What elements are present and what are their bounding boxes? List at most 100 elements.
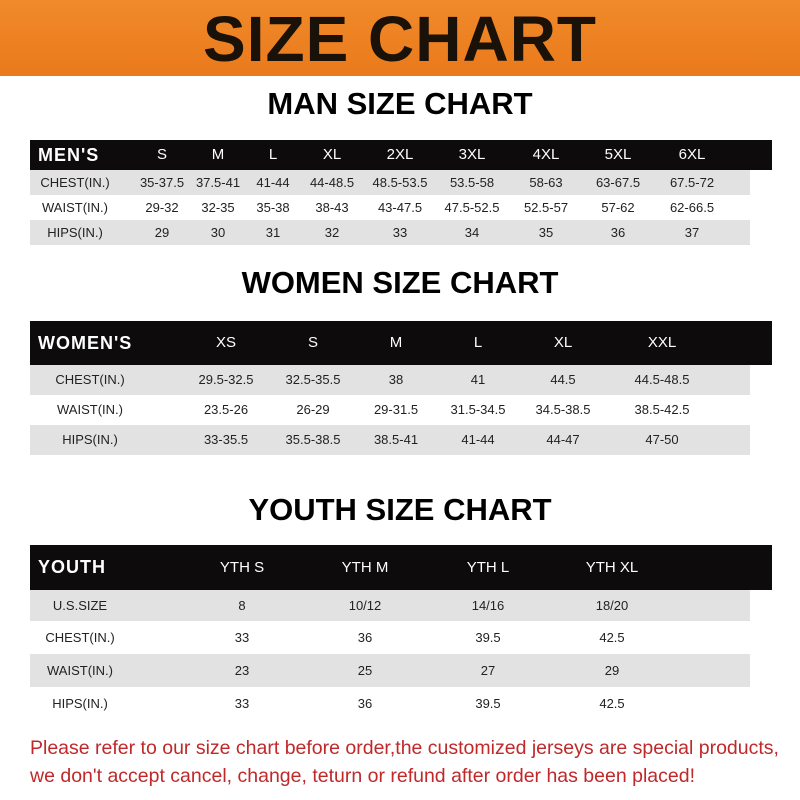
measurement-cell: 37.5-41 <box>195 175 241 190</box>
measurement-cell: 41-44 <box>461 432 495 447</box>
measurement-cell: 42.5 <box>599 696 625 711</box>
measurement-cell: 38.5-41 <box>373 432 419 447</box>
table-row: WAIST(IN.) 23.5-26 26-29 29-31.5 31.5-34.5 34… <box>30 395 750 425</box>
size-header: S <box>307 334 319 351</box>
banner: SIZE CHART <box>0 0 800 76</box>
table-row: CHEST(IN.) 33 36 39.5 42.5 <box>30 621 750 654</box>
women-table-label: WOMEN'S <box>38 333 133 353</box>
men-size-table: MEN'S S M L XL 2XL 3XL 4XL 5XL 6XL CHEST(IN.) 35-37… <box>30 140 772 245</box>
table-row: WAIST(IN.) 29-32 32-35 35-38 38-43 43-47.5 47.… <box>30 195 750 220</box>
row-label: WAIST(IN.) <box>47 663 113 678</box>
size-header: YTH M <box>341 559 389 576</box>
measurement-cell: 47-50 <box>645 432 679 447</box>
measurement-cell: 29 <box>604 663 620 678</box>
measurement-cell: 41 <box>470 372 486 387</box>
size-header: YTH S <box>219 559 265 576</box>
measurement-cell: 44-47 <box>546 432 580 447</box>
disclaimer-line-2: we don't accept cancel, change, teturn o… <box>30 765 695 787</box>
row-label: WAIST(IN.) <box>57 402 123 417</box>
women-header-row: WOMEN'S XS S M L XL XXL <box>30 321 772 365</box>
size-header: 4XL <box>532 146 560 163</box>
measurement-cell: 31 <box>265 225 281 240</box>
measurement-cell: 25 <box>357 663 373 678</box>
table-row: WAIST(IN.) 23 25 27 29 <box>30 654 750 687</box>
measurement-cell: 52.5-57 <box>523 200 569 215</box>
measurement-cell: 32.5-35.5 <box>285 372 341 387</box>
measurement-cell: 27 <box>480 663 496 678</box>
measurement-cell: 33 <box>234 630 250 645</box>
size-header: M <box>389 334 403 351</box>
youth-size-table: YOUTH YTH S YTH M YTH L YTH XL U.S.SIZE 8 10/12… <box>30 545 772 720</box>
youth-title: YOUTH SIZE CHART <box>248 492 552 527</box>
measurement-cell: 29-31.5 <box>373 402 419 417</box>
measurement-cell: 30 <box>210 225 226 240</box>
measurement-cell: 44-48.5 <box>309 175 355 190</box>
men-table-label: MEN'S <box>38 145 100 165</box>
women-size-table: WOMEN'S XS S M L XL XXL CHEST(IN.) 29.5-32.5 32.5… <box>30 321 772 455</box>
row-label: CHEST(IN.) <box>40 175 110 190</box>
measurement-cell: 29.5-32.5 <box>198 372 254 387</box>
youth-table-label: YOUTH <box>38 557 106 577</box>
measurement-cell: 53.5-58 <box>449 175 495 190</box>
measurement-cell: 33-35.5 <box>203 432 249 447</box>
measurement-cell: 18/20 <box>595 598 629 613</box>
size-header: YTH XL <box>585 559 639 576</box>
measurement-cell: 14/16 <box>471 598 505 613</box>
row-label: CHEST(IN.) <box>55 372 125 387</box>
measurement-cell: 36 <box>610 225 626 240</box>
row-label: WAIST(IN.) <box>42 200 108 215</box>
measurement-cell: 39.5 <box>475 630 501 645</box>
row-label: HIPS(IN.) <box>62 432 118 447</box>
table-row: HIPS(IN.) 29 30 31 32 33 34 35 36 37 <box>30 220 750 245</box>
size-header: M <box>211 146 225 163</box>
measurement-cell: 38-43 <box>315 200 349 215</box>
size-header: 2XL <box>386 146 414 163</box>
measurement-cell: 23 <box>234 663 250 678</box>
row-label: CHEST(IN.) <box>45 630 115 645</box>
measurement-cell: 29-32 <box>145 200 179 215</box>
size-header: L <box>473 334 483 351</box>
size-header: XL <box>322 146 342 163</box>
banner-title: SIZE CHART <box>203 3 597 75</box>
size-header: 5XL <box>604 146 632 163</box>
measurement-cell: 43-47.5 <box>377 200 423 215</box>
measurement-cell: 39.5 <box>475 696 501 711</box>
size-header: XL <box>553 334 573 351</box>
disclaimer-line-1: Please refer to our size chart before or… <box>30 737 779 759</box>
size-header: 3XL <box>458 146 486 163</box>
measurement-cell: 29 <box>154 225 170 240</box>
measurement-cell: 10/12 <box>348 598 382 613</box>
measurement-cell: 63-67.5 <box>595 175 641 190</box>
measurement-cell: 23.5-26 <box>203 402 249 417</box>
size-header: L <box>268 146 278 163</box>
size-header: XS <box>215 334 237 351</box>
youth-header-row: YOUTH YTH S YTH M YTH L YTH XL <box>30 545 772 590</box>
size-header: 6XL <box>678 146 706 163</box>
measurement-cell: 44.5 <box>550 372 576 387</box>
size-header: S <box>156 146 168 163</box>
measurement-cell: 47.5-52.5 <box>444 200 500 215</box>
measurement-cell: 35.5-38.5 <box>285 432 341 447</box>
measurement-cell: 38.5-42.5 <box>634 402 690 417</box>
measurement-cell: 36 <box>357 630 373 645</box>
measurement-cell: 32-35 <box>201 200 235 215</box>
men-header-row: MEN'S S M L XL 2XL 3XL 4XL 5XL 6XL <box>30 140 772 170</box>
measurement-cell: 38 <box>388 372 404 387</box>
measurement-cell: 35 <box>538 225 554 240</box>
measurement-cell: 58-63 <box>529 175 563 190</box>
row-label: U.S.SIZE <box>52 598 108 613</box>
women-title: WOMEN SIZE CHART <box>241 265 559 300</box>
measurement-cell: 62-66.5 <box>669 200 715 215</box>
measurement-cell: 26-29 <box>296 402 330 417</box>
measurement-cell: 57-62 <box>601 200 635 215</box>
table-row: CHEST(IN.) 35-37.5 37.5-41 41-44 44-48.5 48.5… <box>30 170 750 195</box>
table-row: U.S.SIZE 8 10/12 14/16 18/20 <box>30 590 750 621</box>
row-label: HIPS(IN.) <box>52 696 108 711</box>
measurement-cell: 41-44 <box>256 175 290 190</box>
table-row: HIPS(IN.) 33 36 39.5 42.5 <box>30 687 750 720</box>
measurement-cell: 34 <box>464 225 480 240</box>
measurement-cell: 35-37.5 <box>139 175 185 190</box>
measurement-cell: 37 <box>684 225 700 240</box>
measurement-cell: 67.5-72 <box>669 175 715 190</box>
measurement-cell: 33 <box>392 225 408 240</box>
